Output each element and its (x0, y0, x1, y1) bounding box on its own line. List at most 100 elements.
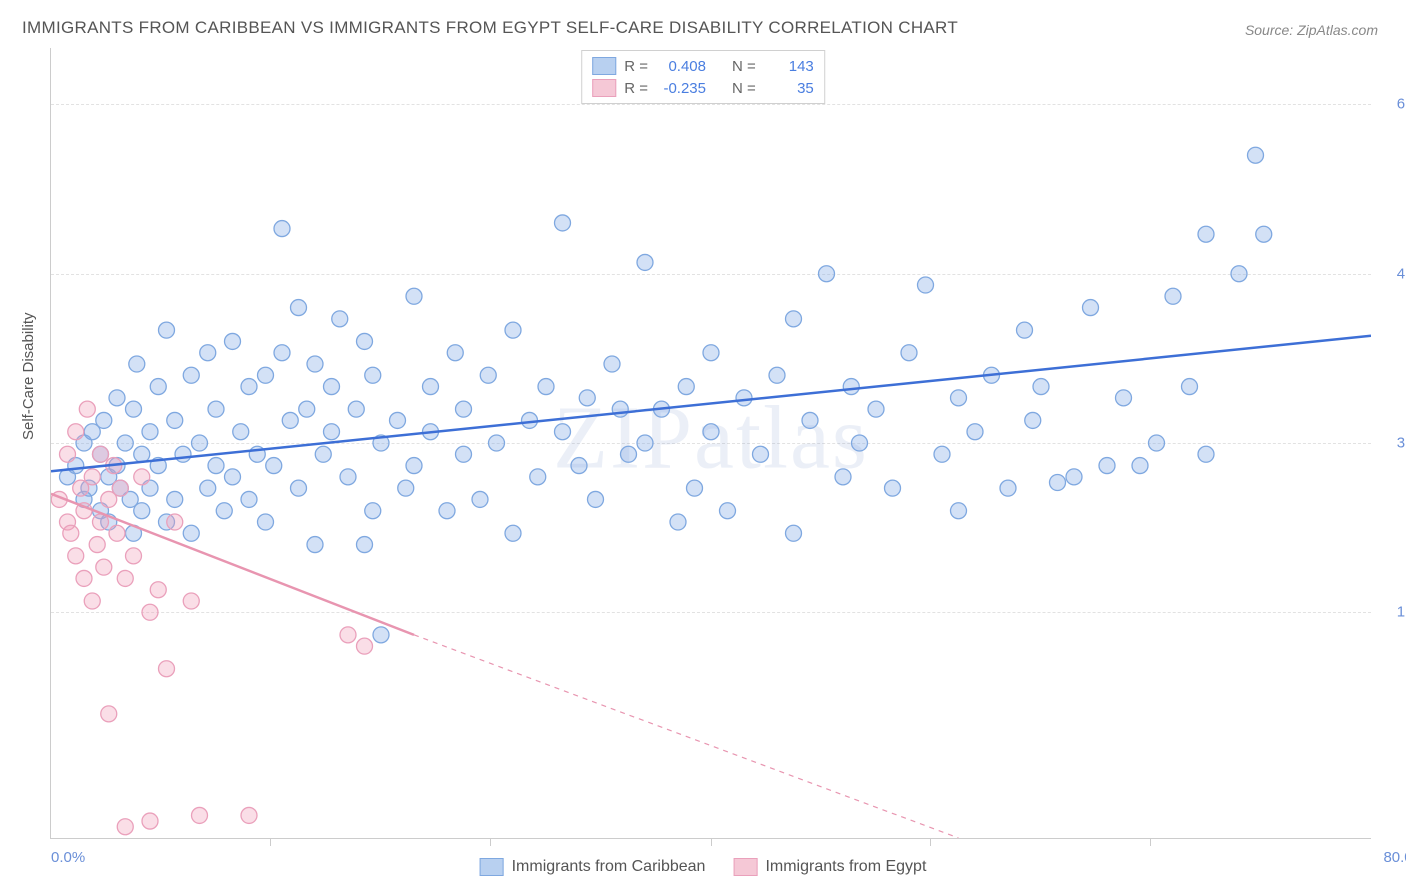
data-point (200, 480, 216, 496)
data-point (258, 367, 274, 383)
chart-svg (51, 48, 1371, 838)
data-point (68, 548, 84, 564)
data-point (117, 570, 133, 586)
data-point (357, 537, 373, 553)
data-point (398, 480, 414, 496)
data-point (769, 367, 785, 383)
source-attribution: Source: ZipAtlas.com (1245, 22, 1378, 38)
data-point (637, 435, 653, 451)
data-point (637, 254, 653, 270)
legend-label-1: Immigrants from Caribbean (512, 858, 706, 876)
data-point (1256, 226, 1272, 242)
data-point (406, 288, 422, 304)
data-point (885, 480, 901, 496)
data-point (835, 469, 851, 485)
legend-label-2: Immigrants from Egypt (765, 858, 926, 876)
swatch-bottom-2 (733, 858, 757, 876)
data-point (678, 379, 694, 395)
data-point (720, 503, 736, 519)
y-tick-label: 3.0% (1397, 435, 1406, 452)
data-point (1025, 412, 1041, 428)
data-point (76, 570, 92, 586)
data-point (1116, 390, 1132, 406)
data-point (225, 333, 241, 349)
data-point (208, 401, 224, 417)
data-point (489, 435, 505, 451)
data-point (241, 491, 257, 507)
r-label-2: R = (624, 80, 648, 97)
data-point (134, 503, 150, 519)
data-point (68, 424, 84, 440)
data-point (101, 706, 117, 722)
data-point (439, 503, 455, 519)
legend-stats-row-2: R = -0.235 N = 35 (592, 77, 814, 99)
swatch-series-1 (592, 57, 616, 75)
data-point (183, 525, 199, 541)
data-point (951, 503, 967, 519)
data-point (63, 525, 79, 541)
data-point (109, 525, 125, 541)
data-point (258, 514, 274, 530)
data-point (134, 446, 150, 462)
x-tick (270, 838, 271, 846)
data-point (348, 401, 364, 417)
data-point (1033, 379, 1049, 395)
x-tick (930, 838, 931, 846)
r-value-1: 0.408 (656, 58, 706, 75)
data-point (1165, 288, 1181, 304)
data-point (167, 514, 183, 530)
data-point (365, 503, 381, 519)
data-point (307, 356, 323, 372)
data-point (208, 458, 224, 474)
data-point (588, 491, 604, 507)
data-point (150, 582, 166, 598)
data-point (84, 593, 100, 609)
data-point (60, 446, 76, 462)
data-point (93, 446, 109, 462)
y-tick-label: 4.5% (1397, 265, 1406, 282)
data-point (112, 480, 128, 496)
data-point (753, 446, 769, 462)
data-point (241, 807, 257, 823)
x-tick (1150, 838, 1151, 846)
data-point (233, 424, 249, 440)
plot-area: ZIPatlas 0.0% 80.0% 1.5%3.0%4.5%6.0% (50, 48, 1371, 839)
data-point (423, 379, 439, 395)
swatch-series-2 (592, 79, 616, 97)
data-point (390, 412, 406, 428)
data-point (1182, 379, 1198, 395)
data-point (447, 345, 463, 361)
legend-stats-row-1: R = 0.408 N = 143 (592, 55, 814, 77)
data-point (79, 401, 95, 417)
data-point (967, 424, 983, 440)
data-point (109, 390, 125, 406)
y-axis-label: Self-Care Disability (20, 312, 37, 440)
data-point (357, 333, 373, 349)
data-point (571, 458, 587, 474)
data-point (918, 277, 934, 293)
data-point (192, 807, 208, 823)
data-point (472, 491, 488, 507)
data-point (129, 356, 145, 372)
data-point (266, 458, 282, 474)
data-point (621, 446, 637, 462)
r-value-2: -0.235 (656, 80, 706, 97)
legend-stats: R = 0.408 N = 143 R = -0.235 N = 35 (581, 50, 825, 104)
swatch-bottom-1 (480, 858, 504, 876)
data-point (901, 345, 917, 361)
data-point (951, 390, 967, 406)
n-value-2: 35 (764, 80, 814, 97)
data-point (843, 379, 859, 395)
data-point (126, 548, 142, 564)
data-point (340, 469, 356, 485)
data-point (703, 345, 719, 361)
data-point (299, 401, 315, 417)
data-point (456, 446, 472, 462)
x-min-label: 0.0% (51, 849, 85, 866)
data-point (142, 813, 158, 829)
data-point (134, 469, 150, 485)
data-point (406, 458, 422, 474)
data-point (373, 627, 389, 643)
data-point (324, 424, 340, 440)
data-point (670, 514, 686, 530)
